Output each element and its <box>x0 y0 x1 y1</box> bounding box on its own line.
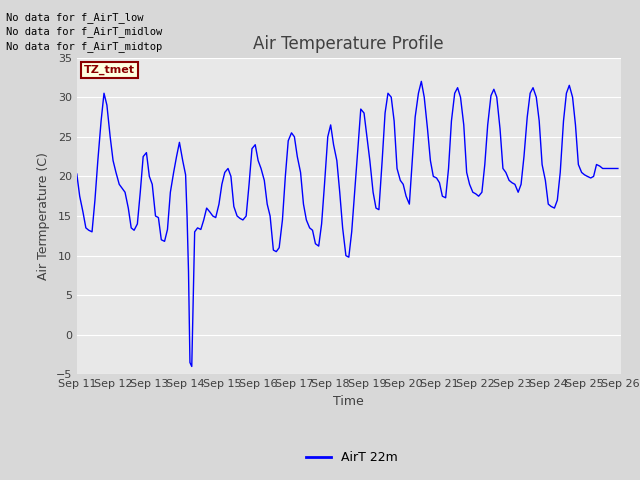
Text: No data for f_AirT_low: No data for f_AirT_low <box>6 12 144 23</box>
Legend: AirT 22m: AirT 22m <box>301 446 403 469</box>
X-axis label: Time: Time <box>333 395 364 408</box>
Text: TZ_tmet: TZ_tmet <box>84 64 135 75</box>
Text: No data for f_AirT_midtop: No data for f_AirT_midtop <box>6 41 163 52</box>
Title: Air Temperature Profile: Air Temperature Profile <box>253 35 444 53</box>
Y-axis label: Air Termperature (C): Air Termperature (C) <box>37 152 50 280</box>
Text: No data for f_AirT_midlow: No data for f_AirT_midlow <box>6 26 163 37</box>
